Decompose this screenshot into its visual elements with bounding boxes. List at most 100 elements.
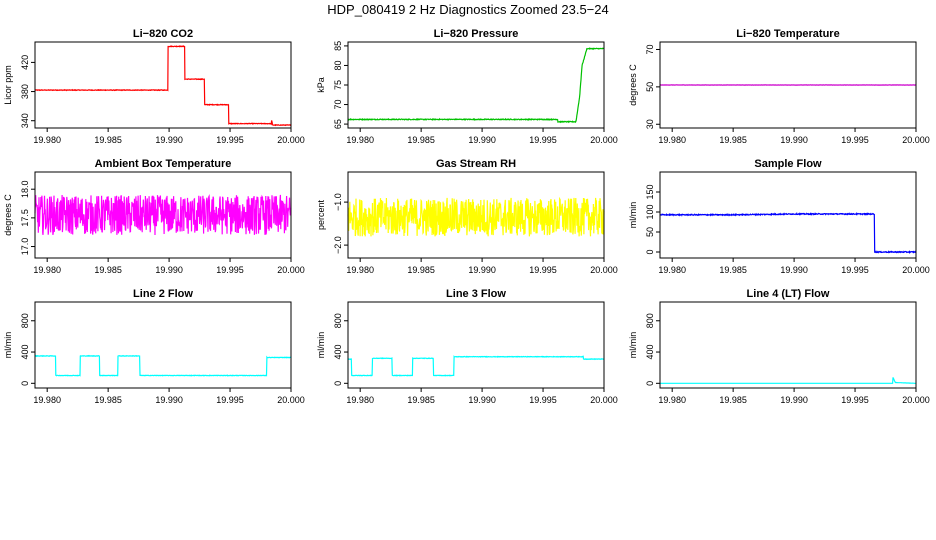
- x-tick-label: 19.980: [658, 265, 686, 275]
- chart-panel-3: Li−820 Temperature 19.980 19.985 19.990 19.9…: [628, 28, 930, 145]
- plot-frame: [34, 41, 292, 129]
- series-line: [347, 196, 605, 237]
- y-axis-label: ml/min: [316, 332, 326, 359]
- y-tick-label: 800: [333, 313, 343, 328]
- chart-panel-5: Gas Stream RH 19.980 19.985 19.990 19.995 20.…: [316, 158, 618, 275]
- y-tick-label: 0: [20, 381, 30, 386]
- x-tick-label: 19.995: [841, 265, 869, 275]
- x-tick-label: 20.000: [590, 135, 618, 145]
- plot-frame: [347, 41, 605, 129]
- y-axis-label: kPa: [316, 77, 326, 93]
- x-tick-label: 19.980: [346, 135, 374, 145]
- x-tick-label: 19.985: [407, 395, 435, 405]
- chart-title: Ambient Box Temperature: [95, 158, 232, 170]
- x-tick-label: 19.990: [468, 265, 496, 275]
- x-tick-label: 20.000: [590, 265, 618, 275]
- y-tick-label: 800: [20, 313, 30, 328]
- y-axis-label: percent: [316, 199, 326, 230]
- x-tick-label: 19.980: [346, 395, 374, 405]
- x-tick-label: 19.990: [780, 265, 808, 275]
- x-tick-label: 19.985: [719, 265, 747, 275]
- series-line: [660, 377, 916, 384]
- y-tick-label: 420: [20, 55, 30, 70]
- series-line: [347, 47, 605, 124]
- y-tick-label: 17.0: [20, 238, 30, 256]
- y-tick-label: 70: [333, 100, 343, 110]
- y-tick-label: −1.0: [333, 193, 343, 211]
- y-tick-label: 400: [20, 345, 30, 360]
- y-axis-label: degrees C: [3, 194, 13, 236]
- y-tick-label: 50: [645, 227, 655, 237]
- y-tick-label: 80: [333, 60, 343, 70]
- chart-title: Li−820 Pressure: [434, 28, 519, 40]
- x-tick-label: 19.985: [407, 265, 435, 275]
- figure-title: HDP_080419 2 Hz Diagnostics Zoomed 23.5−…: [327, 2, 609, 17]
- y-tick-label: 340: [20, 113, 30, 128]
- plot-frame: [659, 301, 917, 389]
- y-tick-label: 50: [645, 82, 655, 92]
- x-tick-label: 19.995: [841, 135, 869, 145]
- plot-frame: [34, 171, 292, 259]
- y-tick-label: 150: [645, 184, 655, 199]
- y-tick-label: 30: [645, 119, 655, 129]
- y-tick-label: 75: [333, 80, 343, 90]
- y-tick-label: 18.0: [20, 180, 30, 198]
- x-tick-label: 20.000: [902, 135, 930, 145]
- x-tick-label: 19.980: [33, 265, 61, 275]
- chart-panel-1: Li−820 CO2 19.980 19.985 19.990 19.995 20.000…: [3, 28, 305, 145]
- x-tick-label: 19.995: [529, 135, 557, 145]
- y-tick-label: 0: [645, 381, 655, 386]
- x-tick-label: 19.995: [216, 265, 244, 275]
- chart-title: Li−820 Temperature: [736, 28, 839, 40]
- x-tick-label: 20.000: [590, 395, 618, 405]
- x-tick-label: 19.990: [468, 135, 496, 145]
- chart-panel-2: Li−820 Pressure 19.980 19.985 19.990 19.995 2…: [316, 28, 618, 145]
- x-tick-label: 20.000: [277, 395, 305, 405]
- chart-title: Li−820 CO2: [133, 28, 193, 40]
- x-tick-label: 19.985: [94, 265, 122, 275]
- y-tick-label: 85: [333, 41, 343, 51]
- x-tick-label: 19.995: [216, 135, 244, 145]
- x-tick-label: 20.000: [277, 135, 305, 145]
- y-tick-label: 17.5: [20, 209, 30, 227]
- plot-frame: [347, 301, 605, 389]
- x-tick-label: 20.000: [277, 265, 305, 275]
- y-axis-label: Licor ppm: [3, 65, 13, 105]
- y-tick-label: 0: [645, 249, 655, 254]
- y-tick-label: 380: [20, 84, 30, 99]
- x-tick-label: 19.980: [33, 395, 61, 405]
- x-tick-label: 19.990: [780, 395, 808, 405]
- y-tick-label: 0: [333, 381, 343, 386]
- y-tick-label: 65: [333, 119, 343, 129]
- x-tick-label: 19.995: [529, 395, 557, 405]
- chart-title: Sample Flow: [754, 158, 822, 170]
- x-tick-label: 20.000: [902, 265, 930, 275]
- chart-title: Gas Stream RH: [436, 158, 516, 170]
- y-axis-label: ml/min: [628, 202, 638, 229]
- plot-frame: [659, 41, 917, 129]
- x-tick-label: 20.000: [902, 395, 930, 405]
- chart-panel-8: Line 3 Flow 19.980 19.985 19.990 19.995 20.00…: [316, 288, 618, 405]
- series-line: [347, 355, 605, 377]
- x-tick-label: 19.985: [719, 395, 747, 405]
- x-tick-label: 19.995: [529, 265, 557, 275]
- x-tick-label: 19.980: [346, 265, 374, 275]
- series-line: [34, 354, 291, 377]
- y-tick-label: 400: [645, 345, 655, 360]
- plot-frame: [659, 171, 917, 259]
- series-line: [34, 45, 292, 127]
- x-tick-label: 19.980: [658, 395, 686, 405]
- chart-title: Line 4 (LT) Flow: [747, 288, 830, 300]
- x-tick-label: 19.995: [216, 395, 244, 405]
- x-tick-label: 19.985: [719, 135, 747, 145]
- plot-frame: [34, 301, 292, 389]
- x-tick-label: 19.990: [468, 395, 496, 405]
- series-line: [659, 211, 917, 254]
- x-tick-label: 19.990: [155, 395, 183, 405]
- y-tick-label: 100: [645, 204, 655, 219]
- x-tick-label: 19.980: [658, 135, 686, 145]
- x-tick-label: 19.985: [407, 135, 435, 145]
- y-axis-label: degrees C: [628, 64, 638, 106]
- chart-panel-6: Sample Flow 19.980 19.985 19.990 19.995 20.00…: [628, 158, 930, 275]
